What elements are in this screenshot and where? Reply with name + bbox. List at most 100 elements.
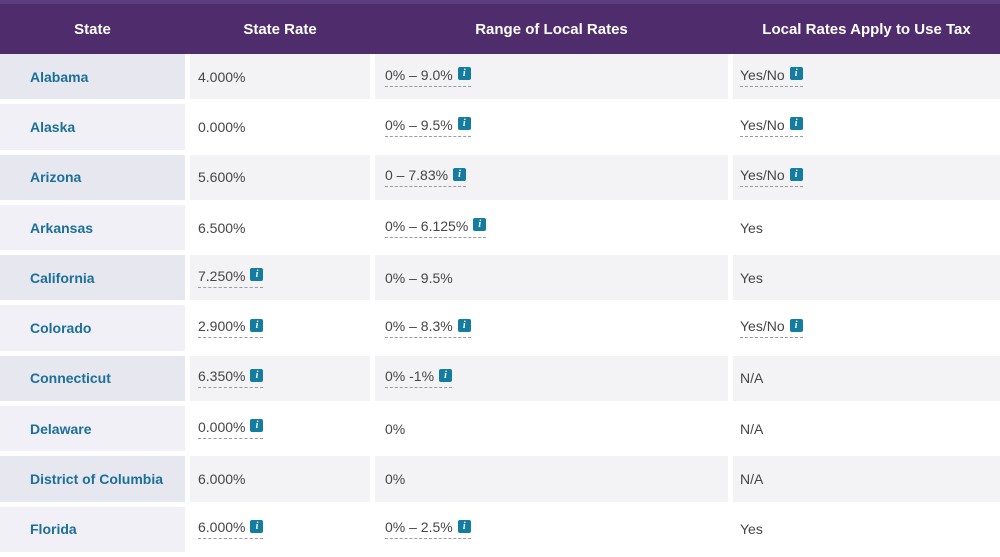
use-tax-cell: Yes/No i <box>733 54 1000 100</box>
state-link[interactable]: District of Columbia <box>30 471 164 488</box>
local-range-cell: 0% – 9.5% i <box>375 104 728 150</box>
table-row: Arizona 5.600% 0 – 7.83% i Yes/No i <box>0 154 1000 205</box>
use-tax-cell: Yes/No i <box>733 305 1000 351</box>
state-rate-link[interactable]: 6.000% i <box>198 519 264 540</box>
info-icon[interactable]: i <box>473 218 487 232</box>
use-tax-cell: Yes/No i <box>733 104 1000 150</box>
use-tax-value: N/A <box>740 370 764 387</box>
state-rate-text: 2.900% <box>198 318 246 335</box>
header-local-range: Range of Local Rates <box>475 20 628 38</box>
table-row: Colorado 2.900% i 0% – 8.3% i Yes/No i <box>0 305 1000 355</box>
table-row: Arkansas 6.500% 0% – 6.125% i Yes <box>0 204 1000 255</box>
state-cell: Arizona <box>0 154 185 200</box>
state-rate-link[interactable]: 7.250% i <box>198 267 264 288</box>
table-row: Florida 6.000% i 0% – 2.5% i Yes <box>0 506 1000 557</box>
state-link[interactable]: Colorado <box>30 320 92 337</box>
state-cell: Alabama <box>0 54 185 100</box>
use-tax-value: Yes <box>740 521 763 538</box>
local-range-text: 0% – 9.5% <box>385 116 453 133</box>
info-icon[interactable]: i <box>789 67 803 81</box>
state-link[interactable]: Arkansas <box>30 219 94 236</box>
state-link[interactable]: Connecticut <box>30 370 111 387</box>
info-icon[interactable]: i <box>250 519 264 533</box>
use-tax-link[interactable]: Yes/No i <box>740 318 803 339</box>
local-range-cell: 0% – 2.5% i <box>375 506 728 552</box>
state-rate-value: 4.000% <box>198 68 246 85</box>
state-cell: District of Columbia <box>0 456 185 502</box>
state-link[interactable]: Alabama <box>30 68 89 85</box>
state-cell: Delaware <box>0 406 185 452</box>
info-icon[interactable]: i <box>457 318 471 332</box>
state-rate-cell: 6.000% i <box>190 506 370 552</box>
local-range-cell: 0% <box>375 456 728 502</box>
info-icon[interactable]: i <box>250 419 264 433</box>
use-tax-cell: N/A <box>733 406 1000 452</box>
state-link[interactable]: Alaska <box>30 118 76 135</box>
local-range-text: 0 – 7.83% <box>385 167 449 184</box>
state-link[interactable]: California <box>30 269 95 286</box>
local-range-link[interactable]: 0% – 9.0% i <box>385 67 471 87</box>
state-rate-text: 7.250% <box>198 267 246 284</box>
state-rate-cell: 7.250% i <box>190 255 370 301</box>
state-rate-link[interactable]: 0.000% i <box>198 418 264 439</box>
local-range-link[interactable]: 0 – 7.83% i <box>385 167 467 188</box>
state-cell: Florida <box>0 506 185 552</box>
use-tax-cell: Yes/No i <box>733 154 1000 200</box>
state-rate-text: 6.000% <box>198 519 246 536</box>
state-cell: Connecticut <box>0 355 185 402</box>
local-range-text: 0% – 6.125% <box>385 217 469 234</box>
use-tax-cell: N/A <box>733 355 1000 402</box>
use-tax-link[interactable]: Yes/No i <box>740 167 803 188</box>
state-rate-cell: 6.500% <box>190 204 370 251</box>
local-range-link[interactable]: 0% -1% i <box>385 368 453 389</box>
use-tax-link[interactable]: Yes/No i <box>740 67 803 87</box>
info-icon[interactable]: i <box>250 268 264 282</box>
local-range-cell: 0% <box>375 406 728 452</box>
table-row: Alabama 4.000% 0% – 9.0% i Yes/No i <box>0 54 1000 104</box>
local-range-link[interactable]: 0% – 2.5% i <box>385 519 471 540</box>
state-rate-cell: 5.600% <box>190 154 370 200</box>
info-icon[interactable]: i <box>439 368 453 382</box>
state-rate-cell: 4.000% <box>190 54 370 100</box>
info-icon[interactable]: i <box>789 117 803 131</box>
info-icon[interactable]: i <box>453 167 467 181</box>
state-cell: Alaska <box>0 104 185 150</box>
state-rate-value: 5.600% <box>198 169 246 186</box>
state-link[interactable]: Florida <box>30 521 77 538</box>
state-rate-value: 0.000% <box>198 118 246 135</box>
state-rate-text: 6.350% <box>198 368 246 385</box>
info-icon[interactable]: i <box>789 167 803 181</box>
header-state-rate: State Rate <box>243 20 317 38</box>
use-tax-link[interactable]: Yes/No i <box>740 117 803 137</box>
local-range-link[interactable]: 0% – 9.5% i <box>385 117 471 137</box>
state-cell: California <box>0 255 185 301</box>
table-row: Connecticut 6.350% i 0% -1% i N/A <box>0 355 1000 406</box>
state-rate-value: 6.000% <box>198 471 246 488</box>
state-rate-text: 0.000% <box>198 418 246 435</box>
local-range-text: 0% – 8.3% <box>385 318 453 335</box>
state-cell: Colorado <box>0 305 185 351</box>
use-tax-text: Yes/No <box>740 116 785 133</box>
table-row: Alaska 0.000% 0% – 9.5% i Yes/No i <box>0 104 1000 154</box>
info-icon[interactable]: i <box>457 117 471 131</box>
local-range-value: 0% <box>385 471 406 488</box>
info-icon[interactable]: i <box>789 318 803 332</box>
info-icon[interactable]: i <box>457 519 471 533</box>
info-icon[interactable]: i <box>250 368 264 382</box>
use-tax-text: Yes/No <box>740 66 785 83</box>
state-rate-link[interactable]: 2.900% i <box>198 318 264 339</box>
local-range-value: 0% <box>385 420 406 437</box>
state-link[interactable]: Arizona <box>30 169 82 186</box>
local-range-link[interactable]: 0% – 6.125% i <box>385 217 487 238</box>
local-range-cell: 0% – 9.5% <box>375 255 728 301</box>
state-rate-cell: 2.900% i <box>190 305 370 351</box>
state-rate-link[interactable]: 6.350% i <box>198 368 264 389</box>
state-link[interactable]: Delaware <box>30 420 92 437</box>
local-range-text: 0% – 2.5% <box>385 519 453 536</box>
local-range-link[interactable]: 0% – 8.3% i <box>385 318 471 339</box>
info-icon[interactable]: i <box>250 318 264 332</box>
state-rate-value: 6.500% <box>198 219 246 236</box>
table-row: Delaware 0.000% i 0% N/A <box>0 406 1000 456</box>
info-icon[interactable]: i <box>457 67 471 81</box>
use-tax-text: Yes/No <box>740 167 785 184</box>
